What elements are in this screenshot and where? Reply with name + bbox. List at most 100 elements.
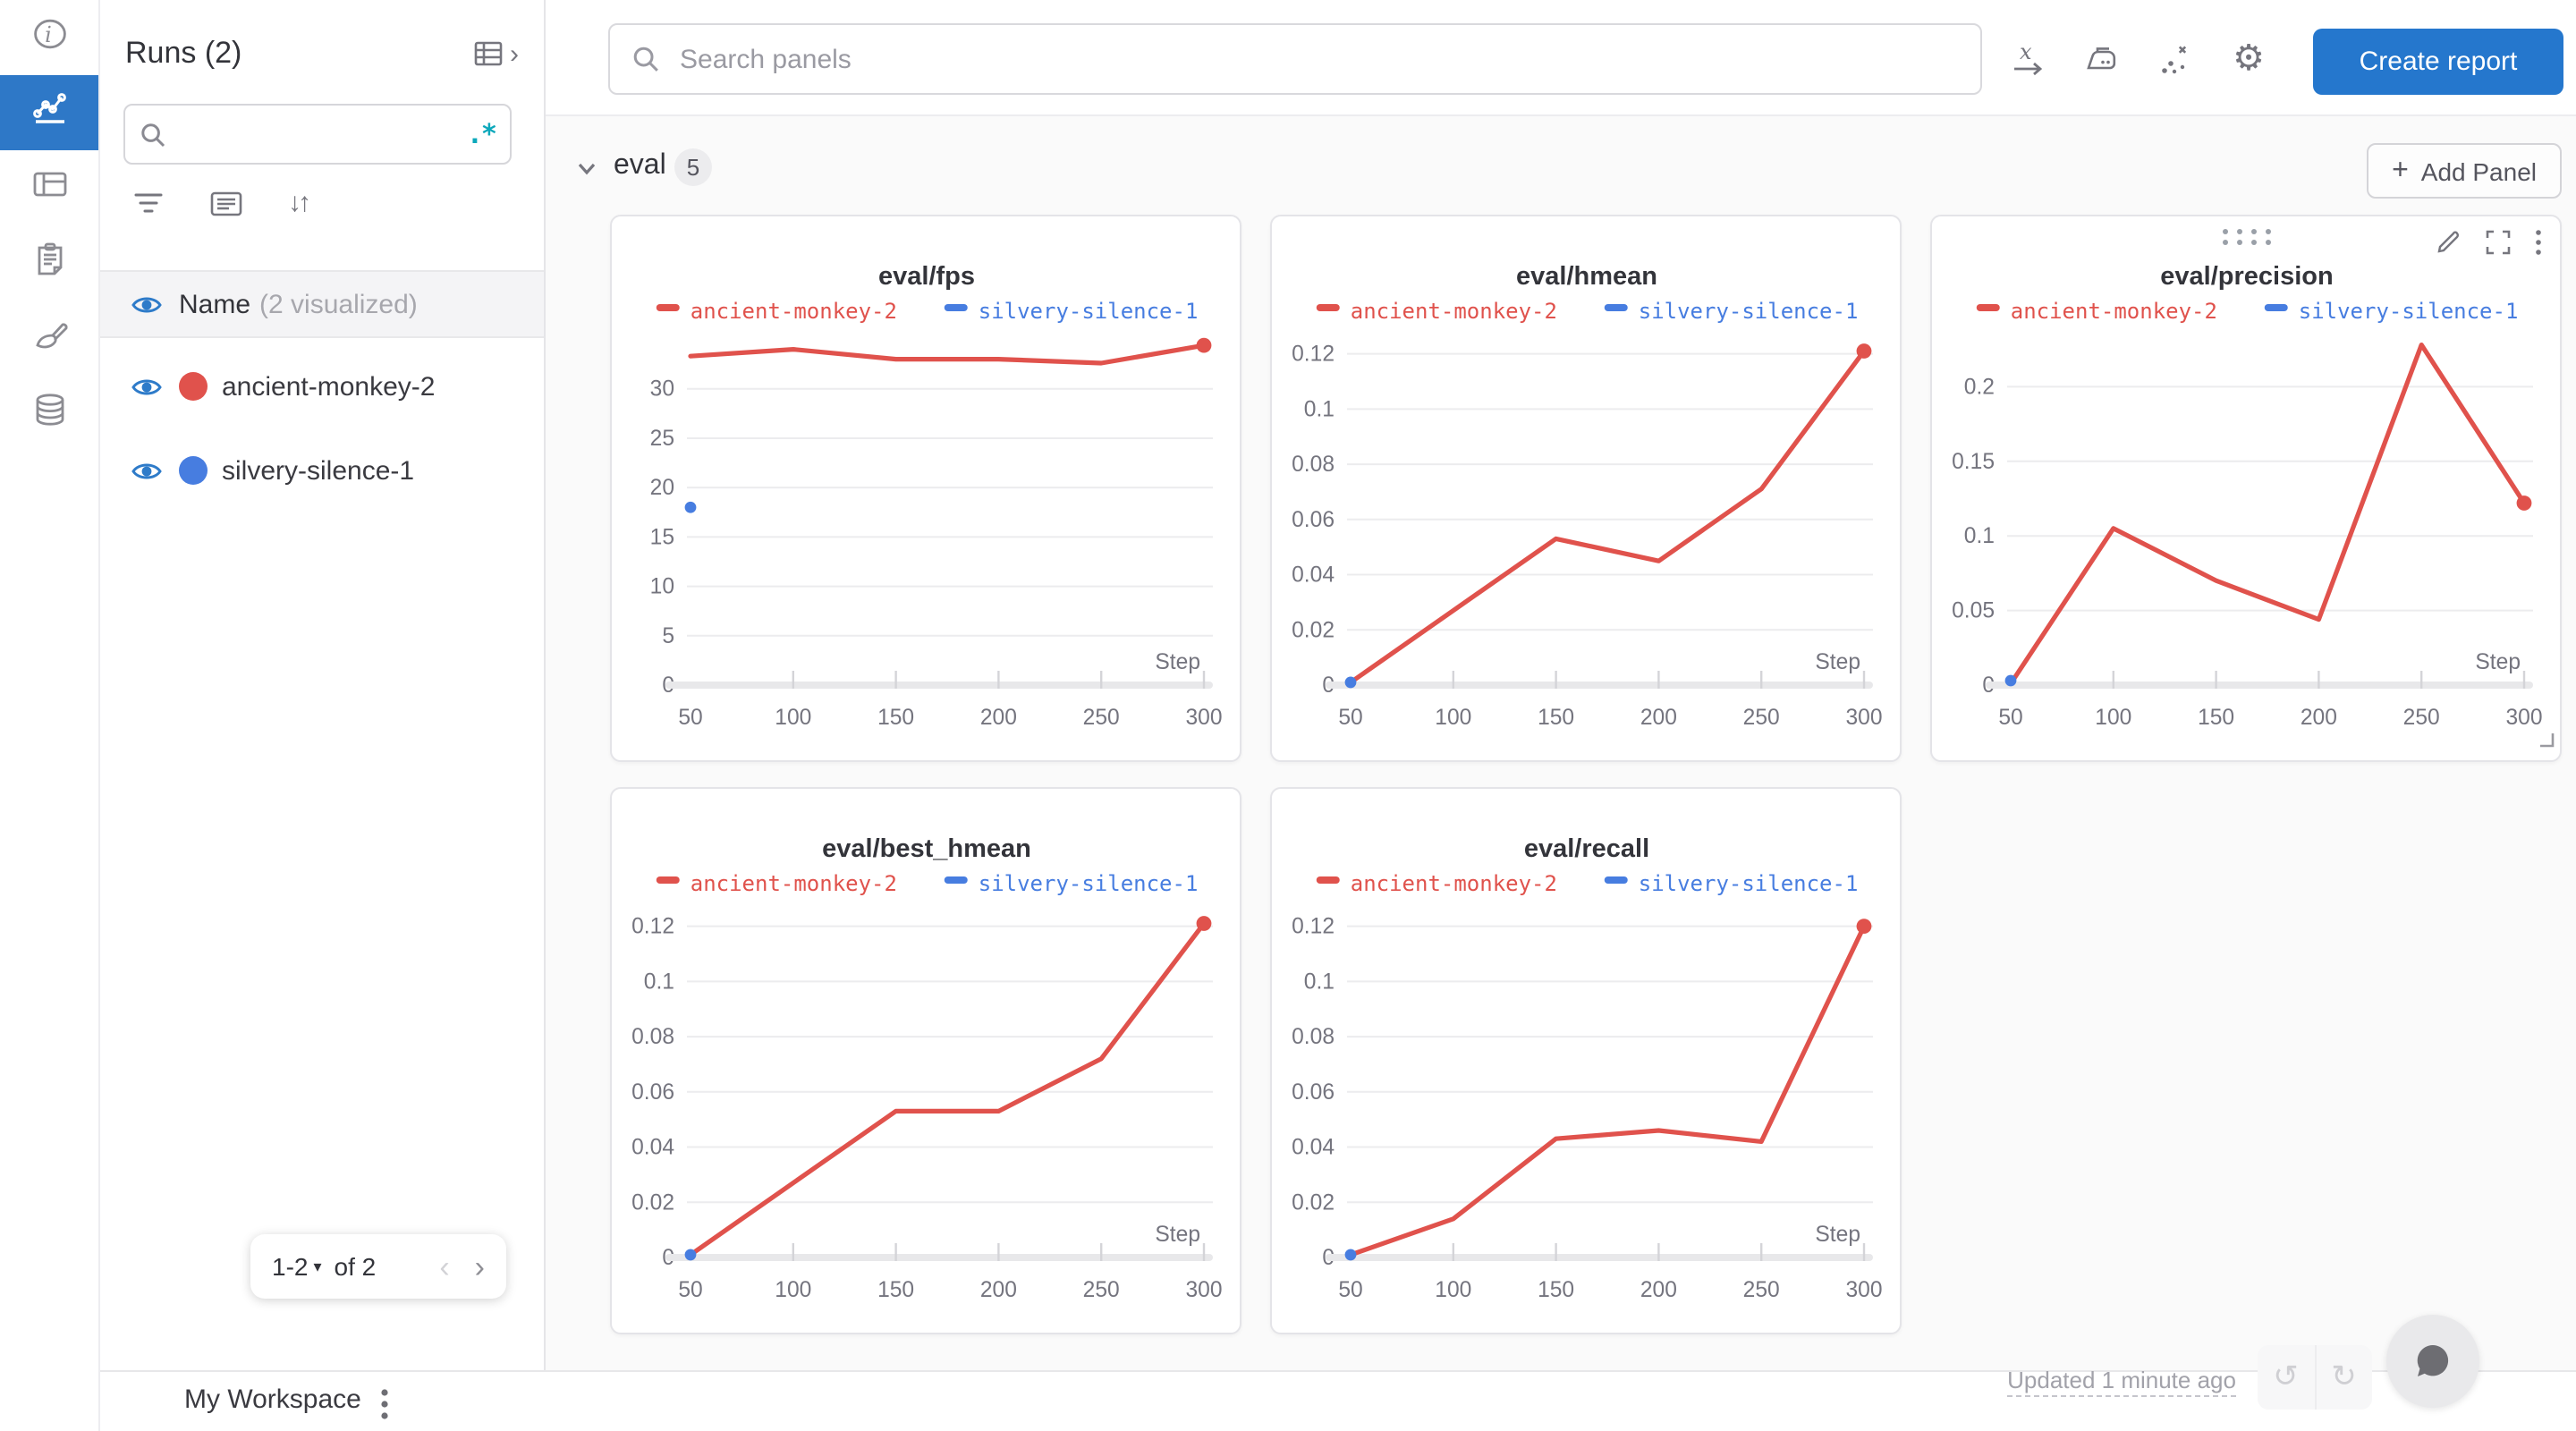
- run-visibility-eye-icon[interactable]: [131, 375, 163, 398]
- section-name[interactable]: eval: [614, 150, 666, 181]
- bottom-bar: My Workspace: [100, 1370, 2576, 1431]
- outlier-settings-button[interactable]: [2156, 39, 2195, 79]
- svg-text:50: 50: [678, 1278, 702, 1302]
- nav-logs-item[interactable]: [0, 225, 98, 301]
- svg-text:200: 200: [1640, 1278, 1677, 1302]
- chart-panel-eval-recall[interactable]: 00.020.040.060.080.10.125010015020025030…: [1270, 787, 1902, 1334]
- nav-charts-item[interactable]: [0, 75, 98, 150]
- visibility-all-eye-icon[interactable]: [131, 292, 163, 316]
- svg-text:50: 50: [678, 706, 702, 730]
- chart-panel-eval-fps[interactable]: 05101520253050100150200250300Stepancient…: [610, 215, 1241, 762]
- runs-table-expand-button[interactable]: ›: [472, 38, 519, 70]
- svg-text:0.02: 0.02: [1292, 1190, 1335, 1215]
- svg-text:50: 50: [1338, 706, 1362, 730]
- svg-text:eval/precision: eval/precision: [2160, 262, 2333, 291]
- add-panel-label: Add Panel: [2420, 157, 2537, 185]
- nav-sweeps-item[interactable]: [0, 301, 98, 376]
- svg-text:300: 300: [1845, 706, 1882, 730]
- workspace-settings-gear-icon[interactable]: ⚙: [2233, 39, 2265, 79]
- panel-drag-handle-icon[interactable]: [2216, 225, 2276, 258]
- chevron-down-icon: [578, 163, 596, 175]
- panel-menu-kebab-icon[interactable]: [2535, 229, 2542, 256]
- group-runs-button[interactable]: [209, 189, 243, 217]
- search-icon: [633, 47, 658, 72]
- nav-overview-item[interactable]: i: [0, 0, 98, 75]
- svg-text:250: 250: [1743, 706, 1780, 730]
- regex-toggle-icon[interactable]: .*: [466, 118, 497, 150]
- fullscreen-panel-icon[interactable]: [2485, 229, 2512, 256]
- chart-panel-eval-precision[interactable]: 00.050.10.150.250100150200250300Stepanci…: [1930, 215, 2562, 762]
- x-axis-settings-button[interactable]: x: [2009, 39, 2048, 79]
- svg-text:0.04: 0.04: [1292, 563, 1335, 588]
- svg-text:Step: Step: [2475, 650, 2521, 674]
- create-report-button[interactable]: Create report: [2313, 29, 2563, 95]
- run-visibility-eye-icon[interactable]: [131, 459, 163, 482]
- database-icon: [28, 387, 71, 439]
- help-chat-button[interactable]: [2386, 1315, 2479, 1408]
- chevron-right-icon: ›: [510, 38, 519, 69]
- sort-runs-button[interactable]: ↓↑: [288, 188, 311, 218]
- section-collapse-button[interactable]: [574, 156, 599, 181]
- svg-text:100: 100: [775, 1278, 811, 1302]
- svg-text:x: x: [2020, 39, 2032, 64]
- next-page-button[interactable]: ›: [474, 1249, 485, 1283]
- svg-text:30: 30: [650, 377, 674, 402]
- svg-text:0.04: 0.04: [631, 1136, 674, 1160]
- runs-header-label: Name: [179, 289, 251, 319]
- run-name-label[interactable]: silvery-silence-1: [222, 455, 415, 486]
- svg-text:100: 100: [1435, 706, 1471, 730]
- svg-text:0.06: 0.06: [631, 1080, 674, 1105]
- clipboard-icon: [28, 237, 71, 289]
- svg-text:ancient-monkey-2: ancient-monkey-2: [1351, 299, 1557, 324]
- info-icon: i: [28, 12, 71, 64]
- page-range-dropdown[interactable]: 1-2 ▾: [272, 1252, 322, 1281]
- svg-text:100: 100: [1435, 1278, 1471, 1302]
- chart-panel-eval-best-hmean[interactable]: 00.020.040.060.080.10.125010015020025030…: [610, 787, 1241, 1334]
- undo-button[interactable]: ↺: [2273, 1359, 2299, 1393]
- plus-icon: +: [2392, 155, 2409, 185]
- svg-text:15: 15: [650, 525, 674, 549]
- panel-search-input[interactable]: [676, 42, 1959, 76]
- svg-text:300: 300: [1185, 706, 1222, 730]
- runs-search-box: .*: [123, 104, 512, 165]
- runs-pagination: 1-2 ▾ of 2 ‹ ›: [250, 1234, 506, 1299]
- prev-page-button[interactable]: ‹: [439, 1249, 450, 1283]
- svg-text:Step: Step: [1155, 650, 1200, 674]
- list-icon: [210, 191, 242, 216]
- svg-text:150: 150: [877, 706, 914, 730]
- svg-text:150: 150: [877, 1278, 914, 1302]
- svg-text:Step: Step: [1815, 650, 1860, 674]
- svg-text:100: 100: [775, 706, 811, 730]
- svg-text:0.04: 0.04: [1292, 1136, 1335, 1160]
- updated-timestamp[interactable]: Updated 1 minute ago: [2007, 1367, 2236, 1397]
- search-icon: [141, 123, 165, 147]
- edit-panel-pencil-icon[interactable]: [2435, 229, 2462, 256]
- run-name-label[interactable]: ancient-monkey-2: [222, 371, 436, 402]
- run-color-dot: [179, 456, 208, 485]
- svg-text:0.08: 0.08: [1292, 1025, 1335, 1049]
- svg-text:0.08: 0.08: [631, 1025, 674, 1049]
- svg-text:silvery-silence-1: silvery-silence-1: [2299, 299, 2519, 324]
- chart-panel-eval-hmean[interactable]: 00.020.040.060.080.10.125010015020025030…: [1270, 215, 1902, 762]
- workspace-menu-kebab-icon[interactable]: [379, 1386, 390, 1431]
- redo-button[interactable]: ↻: [2314, 1345, 2372, 1410]
- nav-table-item[interactable]: [0, 150, 98, 225]
- runs-table-icon: [474, 41, 503, 66]
- nav-artifacts-item[interactable]: [0, 376, 98, 451]
- filter-runs-button[interactable]: [132, 190, 165, 216]
- svg-text:Step: Step: [1155, 1223, 1200, 1247]
- panel-resize-handle[interactable]: [2537, 724, 2555, 757]
- add-panel-button[interactable]: + Add Panel: [2367, 143, 2562, 199]
- svg-text:eval/recall: eval/recall: [1524, 834, 1649, 863]
- runs-table-header: Name (2 visualized): [100, 270, 544, 338]
- svg-text:0.05: 0.05: [1952, 599, 1995, 623]
- workspace-name-label[interactable]: My Workspace: [184, 1384, 361, 1415]
- runs-search-input[interactable]: [179, 118, 467, 150]
- svg-text:0.15: 0.15: [1952, 450, 1995, 474]
- runs-panel-title: Runs (2): [125, 36, 242, 70]
- chat-bubble-icon: [2417, 1344, 2449, 1376]
- svg-text:silvery-silence-1: silvery-silence-1: [979, 299, 1199, 324]
- runs-header-visualized-count: (2 visualized): [259, 289, 418, 319]
- smoothing-settings-button[interactable]: [2082, 39, 2122, 79]
- svg-text:Step: Step: [1815, 1223, 1860, 1247]
